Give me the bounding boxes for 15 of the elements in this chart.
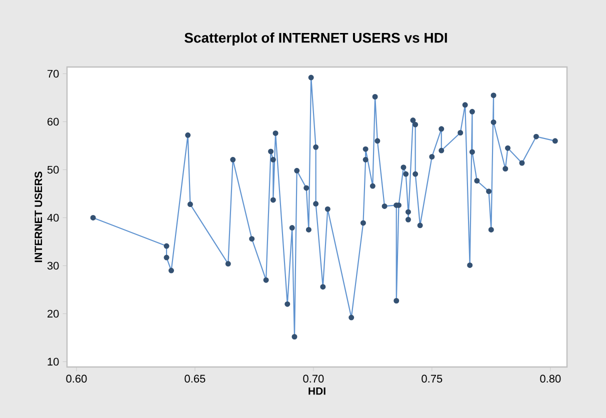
x-tick-label: 0.70 <box>303 374 324 383</box>
y-axis-title: INTERNET USERS <box>34 172 42 262</box>
chart-title: Scatterplot of INTERNET USERS vs HDI <box>184 32 447 46</box>
y-tick-label: 20 <box>48 310 59 318</box>
y-tick-label: 50 <box>47 166 59 174</box>
x-tick-label: 0.80 <box>540 374 561 383</box>
y-tick-label: 40 <box>47 214 59 222</box>
x-tick-label: 0.75 <box>422 374 442 383</box>
y-tick-label: 70 <box>48 70 59 78</box>
y-tick-label: 10 <box>48 358 59 366</box>
x-tick-label: 0.65 <box>184 374 206 383</box>
x-axis-title: HDI <box>308 387 326 395</box>
y-tick-label: 60 <box>48 118 59 126</box>
y-tick-label: 30 <box>47 262 59 270</box>
x-tick-label: 0.60 <box>66 374 87 383</box>
